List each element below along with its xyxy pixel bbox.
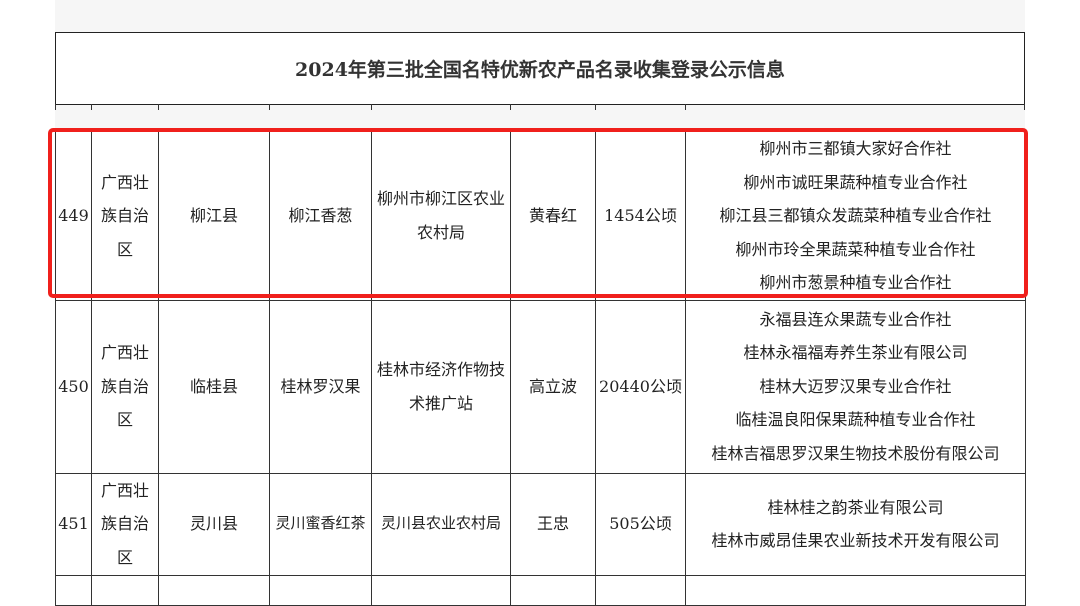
producers-cell: 桂林桂之韵茶业有限公司 桂林市威昂佳果农业新技术开发有限公司 xyxy=(685,472,1026,576)
applicant-cell: 柳州市柳江区农业农村局 xyxy=(371,131,511,301)
province: 广西壮族自治区 xyxy=(101,343,150,430)
scale-cell: 1454公顷 xyxy=(595,131,686,301)
contact-cell: 王忠 xyxy=(510,472,596,576)
divider xyxy=(1024,104,1025,110)
producer: 桂林大迈罗汉果专业合作社 xyxy=(759,376,952,396)
product-cell: 桂林罗汉果 xyxy=(269,299,372,474)
table-row: 451 广西壮族自治区 灵川县 灵川蜜香红茶 灵川县农业农村局 王忠 505公顷… xyxy=(55,472,1026,576)
divider xyxy=(158,104,159,110)
province: 广西壮族自治区 xyxy=(101,172,150,259)
column-stubs xyxy=(55,104,1025,112)
divider xyxy=(371,104,372,110)
producer: 桂林吉福思罗汉果生物技术股份有限公司 xyxy=(711,443,1000,463)
producers-cell: 永福县连众果蔬专业合作社 桂林永福福寿养生茶业有限公司 桂林大迈罗汉果专业合作社… xyxy=(685,299,1026,474)
applicant: 桂林市经济作物技术推广站 xyxy=(377,360,506,413)
product-cell: 灵川蜜香红茶 xyxy=(269,472,372,576)
row-number: 450 xyxy=(55,299,92,474)
divider xyxy=(91,104,92,110)
document-title: 2024年第三批全国名特优新农产品名录收集登录公示信息 xyxy=(55,32,1025,105)
product-cell: 柳江香葱 xyxy=(269,131,372,301)
producer: 永福县连众果蔬专业合作社 xyxy=(759,309,952,329)
applicant-cell: 桂林市经济作物技术推广站 xyxy=(371,299,511,474)
applicant: 柳州市柳江区农业农村局 xyxy=(377,189,506,242)
producer: 桂林永福福寿养生茶业有限公司 xyxy=(743,343,968,363)
row-number: 451 xyxy=(55,472,92,576)
scale-cell: 505公顷 xyxy=(595,472,686,576)
producer: 柳州市三都镇大家好合作社 xyxy=(759,139,952,158)
producer: 柳州市玲全果蔬菜种植专业合作社 xyxy=(735,239,976,259)
table-row: 450 广西壮族自治区 临桂县 桂林罗汉果 桂林市经济作物技术推广站 高立波 2… xyxy=(55,299,1026,474)
producer: 桂林市威昂佳果农业新技术开发有限公司 xyxy=(711,531,1000,550)
divider xyxy=(55,104,56,110)
product-table: 449 广西壮族自治区 柳江县 柳江香葱 柳州市柳江区农业农村局 黄春红 145… xyxy=(55,131,1026,606)
row-number: 449 xyxy=(55,131,92,301)
divider xyxy=(595,104,596,110)
province-cell: 广西壮族自治区 xyxy=(91,472,159,576)
divider xyxy=(685,104,686,110)
applicant-cell: 灵川县农业农村局 xyxy=(371,472,511,576)
producer: 桂林桂之韵茶业有限公司 xyxy=(767,497,944,517)
province-cell: 广西壮族自治区 xyxy=(91,131,159,301)
table-row-partial xyxy=(55,574,1026,606)
producer: 柳州市诚旺果蔬种植专业合作社 xyxy=(743,172,968,192)
scale-cell: 20440公顷 xyxy=(595,299,686,474)
county-cell: 灵川县 xyxy=(158,472,270,576)
province: 广西壮族自治区 xyxy=(101,480,150,567)
divider xyxy=(269,104,270,110)
province-cell: 广西壮族自治区 xyxy=(91,299,159,474)
divider xyxy=(510,104,511,110)
table-row: 449 广西壮族自治区 柳江县 柳江香葱 柳州市柳江区农业农村局 黄春红 145… xyxy=(55,131,1026,301)
producer: 柳州市葱景种植专业合作社 xyxy=(759,273,952,292)
contact-cell: 高立波 xyxy=(510,299,596,474)
contact-cell: 黄春红 xyxy=(510,131,596,301)
producers-cell: 柳州市三都镇大家好合作社 柳州市诚旺果蔬种植专业合作社 柳江县三都镇众发蔬菜种植… xyxy=(685,131,1026,301)
producer: 临桂温良阳保果蔬种植专业合作社 xyxy=(735,410,976,430)
county-cell: 临桂县 xyxy=(158,299,270,474)
producer: 柳江县三都镇众发蔬菜种植专业合作社 xyxy=(719,206,992,225)
county-cell: 柳江县 xyxy=(158,131,270,301)
